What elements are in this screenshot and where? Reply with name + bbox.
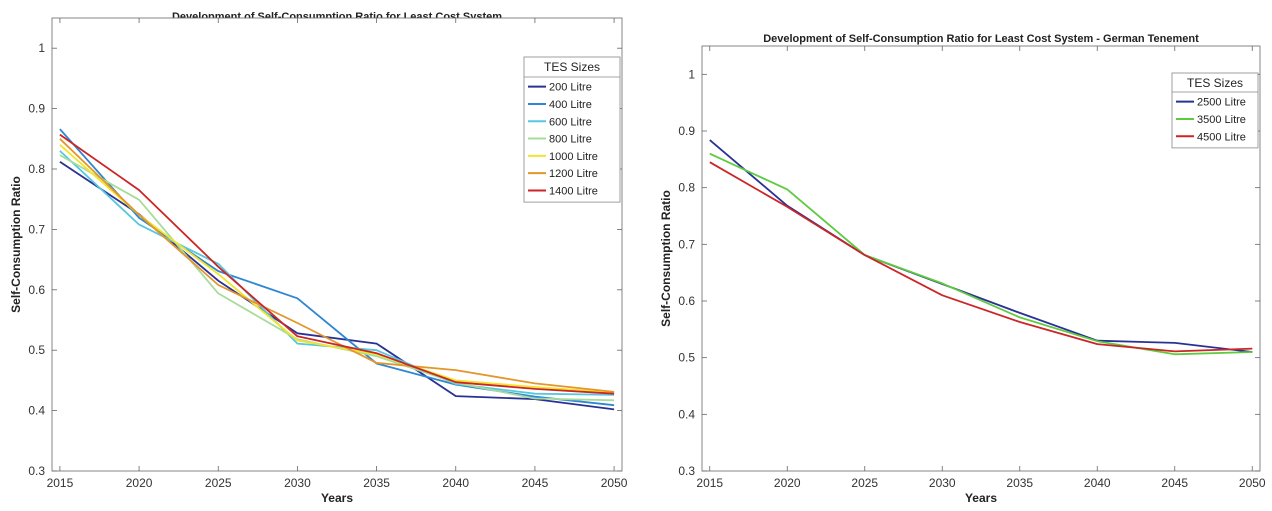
- right-y-tick-label: 0.5: [678, 351, 695, 365]
- left-y-tick-label: 0.8: [28, 162, 45, 176]
- left-y-tick-label: 0.6: [28, 283, 45, 297]
- left-legend-label: 1000 Litre: [549, 151, 598, 163]
- left-x-tick-label: 2050: [601, 476, 628, 490]
- left-series-line-1400-litre: [59, 133, 615, 395]
- right-y-tick-label: 1: [688, 67, 695, 81]
- right-x-tick-label: 2030: [929, 476, 956, 490]
- left-legend-label: 1400 Litre: [549, 185, 598, 197]
- left-x-tick-label: 2035: [363, 476, 390, 490]
- right-y-tick-label: 0.4: [678, 407, 695, 421]
- left-y-tick-label: 0.7: [28, 222, 45, 236]
- left-y-axis-label: Self-Consumption Ratio: [9, 176, 23, 313]
- left-x-tick-label: 2030: [284, 476, 311, 490]
- right-series-line-4500-litre: [709, 161, 1253, 353]
- right-x-tick-label: 2025: [851, 476, 878, 490]
- right-y-axis-label: Self-Consumption Ratio: [659, 190, 673, 327]
- left-legend-label: 400 Litre: [549, 99, 592, 111]
- right-y-tick-label: 0.8: [678, 181, 695, 195]
- left-y-tick-label: 1: [38, 41, 45, 55]
- left-x-tick-label: 2020: [126, 476, 153, 490]
- right-x-tick-label: 2015: [696, 476, 723, 490]
- left-series-line-1000-litre: [59, 144, 615, 394]
- right-series-line-3500-litre: [709, 152, 1253, 356]
- right-y-tick-label: 0.6: [678, 294, 695, 308]
- chart-panel-left: Development of Self-Consumption Ratio fo…: [0, 0, 636, 506]
- right-plot-area: [701, 45, 1261, 472]
- right-y-tick-label: 0.3: [678, 464, 695, 478]
- left-x-tick-label: 2045: [522, 476, 549, 490]
- left-legend-label: 1200 Litre: [549, 168, 598, 180]
- right-x-tick-label: 2020: [774, 476, 801, 490]
- right-x-tick-label: 2035: [1006, 476, 1033, 490]
- chart-right: Development of Self-Consumption Ratio fo…: [659, 33, 1266, 505]
- right-y-tick-label: 0.7: [678, 237, 695, 251]
- left-y-tick-label: 0.3: [28, 464, 45, 478]
- chart-panel-right: Development of Self-Consumption Ratio fo…: [646, 0, 1272, 506]
- left-series-line-1200-litre: [59, 138, 615, 393]
- right-legend: TES Sizes 2500 Litre 3500 Litre 4500 Litre: [1171, 72, 1259, 149]
- right-legend-label: 2500 Litre: [1197, 97, 1246, 109]
- right-y-tick-label: 0.9: [678, 124, 695, 138]
- left-legend-label: 200 Litre: [549, 82, 592, 94]
- left-y-tick-label: 0.4: [28, 404, 45, 418]
- left-legend-label: 600 Litre: [549, 116, 592, 128]
- left-legend-label: 800 Litre: [549, 134, 592, 146]
- right-legend-title: TES Sizes: [1187, 76, 1243, 90]
- right-chart-title: Development of Self-Consumption Ratio fo…: [763, 33, 1199, 45]
- right-legend-label: 4500 Litre: [1197, 131, 1246, 143]
- right-x-tick-label: 2040: [1084, 476, 1111, 490]
- left-y-tick-label: 0.5: [28, 343, 45, 357]
- right-x-tick-label: 2045: [1161, 476, 1188, 490]
- left-x-tick-label: 2015: [47, 476, 74, 490]
- right-x-tick-label: 2050: [1239, 476, 1266, 490]
- left-y-tick-label: 0.9: [28, 102, 45, 116]
- chart-left: Development of Self-Consumption Ratio fo…: [9, 11, 628, 505]
- right-x-axis-label: Years: [965, 491, 997, 505]
- left-legend-box: [523, 56, 621, 203]
- right-legend-label: 3500 Litre: [1197, 114, 1246, 126]
- left-x-axis-label: Years: [321, 491, 353, 505]
- left-legend-title: TES Sizes: [544, 60, 600, 74]
- left-legend: TES Sizes 200 Litre 400 Litre 600 Litre 800 …: [523, 56, 621, 203]
- left-x-tick-label: 2040: [442, 476, 469, 490]
- left-x-tick-label: 2025: [205, 476, 232, 490]
